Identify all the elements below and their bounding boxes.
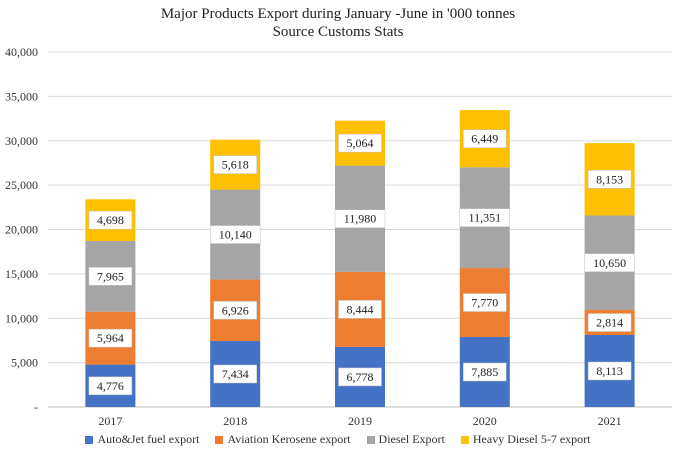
y-tick-label: 30,000 [5, 134, 38, 148]
data-label-box [463, 129, 507, 148]
x-tick-label: 2018 [223, 414, 247, 428]
data-label: 5,964 [97, 331, 124, 345]
data-label-box [88, 328, 133, 348]
legend-swatch [215, 435, 224, 444]
chart-legend: Auto&Jet fuel export Aviation Kerosene e… [0, 432, 676, 447]
data-label: 4,698 [97, 213, 124, 227]
data-label: 7,770 [471, 296, 498, 310]
data-label: 11,351 [469, 211, 502, 225]
data-label: 4,776 [97, 379, 124, 393]
legend-label: Aviation Kerosene export [227, 432, 351, 446]
data-label-box [584, 253, 635, 273]
data-label-box [213, 301, 257, 320]
data-label-box [463, 293, 507, 312]
chart-title: Major Products Export during January -Ju… [160, 6, 516, 22]
y-tick-label: 20,000 [5, 223, 38, 237]
x-tick-label: 2021 [598, 414, 622, 428]
data-label: 10,650 [593, 256, 626, 270]
y-tick-label: 10,000 [5, 311, 38, 325]
data-label-box [213, 155, 257, 174]
legend-label: Auto&Jet fuel export [97, 432, 200, 446]
data-label-box [587, 170, 632, 189]
data-label-box [334, 209, 386, 228]
data-label: 8,444 [347, 302, 374, 316]
y-tick-label: 5,000 [11, 356, 38, 370]
data-label: 7,434 [222, 367, 249, 381]
data-label: 7,885 [471, 365, 498, 379]
data-label-box [463, 362, 507, 382]
legend-swatch [460, 435, 469, 444]
data-label-box [587, 313, 632, 332]
data-label: 6,778 [347, 370, 374, 384]
data-label-box [213, 364, 257, 384]
data-label-box [587, 361, 632, 381]
data-label-box [338, 133, 382, 153]
data-label: 8,113 [596, 364, 623, 378]
data-label-box [88, 210, 133, 230]
data-label: 6,449 [471, 132, 498, 146]
data-label-box [459, 208, 511, 227]
legend-item-aviation-kerosene: Aviation Kerosene export [215, 432, 351, 447]
data-label: 7,965 [97, 269, 124, 283]
data-label-box [88, 267, 133, 286]
y-tick-label: 40,000 [5, 45, 38, 59]
data-label: 10,140 [219, 228, 252, 242]
legend-label: Diesel Export [378, 432, 445, 446]
data-label-box [338, 367, 382, 387]
y-tick-label: 25,000 [5, 178, 38, 192]
data-label-box [338, 300, 382, 319]
x-tick-label: 2020 [473, 414, 497, 428]
chart-subtitle: Source Customs Stats [272, 24, 404, 40]
legend-item-auto-jet: Auto&Jet fuel export [85, 432, 199, 447]
legend-swatch [366, 435, 375, 444]
legend-item-heavy-diesel: Heavy Diesel 5-7 export [460, 432, 591, 447]
legend-item-diesel: Diesel Export [366, 432, 445, 447]
data-label-box [209, 225, 261, 244]
y-tick-label: - [34, 400, 38, 414]
y-tick-label: 35,000 [5, 89, 38, 103]
legend-swatch [85, 435, 94, 444]
legend-label: Heavy Diesel 5-7 export [472, 432, 591, 446]
data-label: 8,153 [596, 172, 623, 186]
data-label: 2,814 [596, 316, 623, 330]
x-tick-label: 2019 [348, 414, 372, 428]
data-label-box [88, 376, 133, 396]
data-label: 6,926 [222, 303, 249, 317]
data-label: 5,618 [222, 158, 249, 172]
x-tick-label: 2017 [98, 414, 122, 428]
y-tick-label: 15,000 [5, 267, 38, 281]
data-label: 11,980 [344, 212, 377, 226]
data-label: 5,064 [347, 136, 374, 150]
